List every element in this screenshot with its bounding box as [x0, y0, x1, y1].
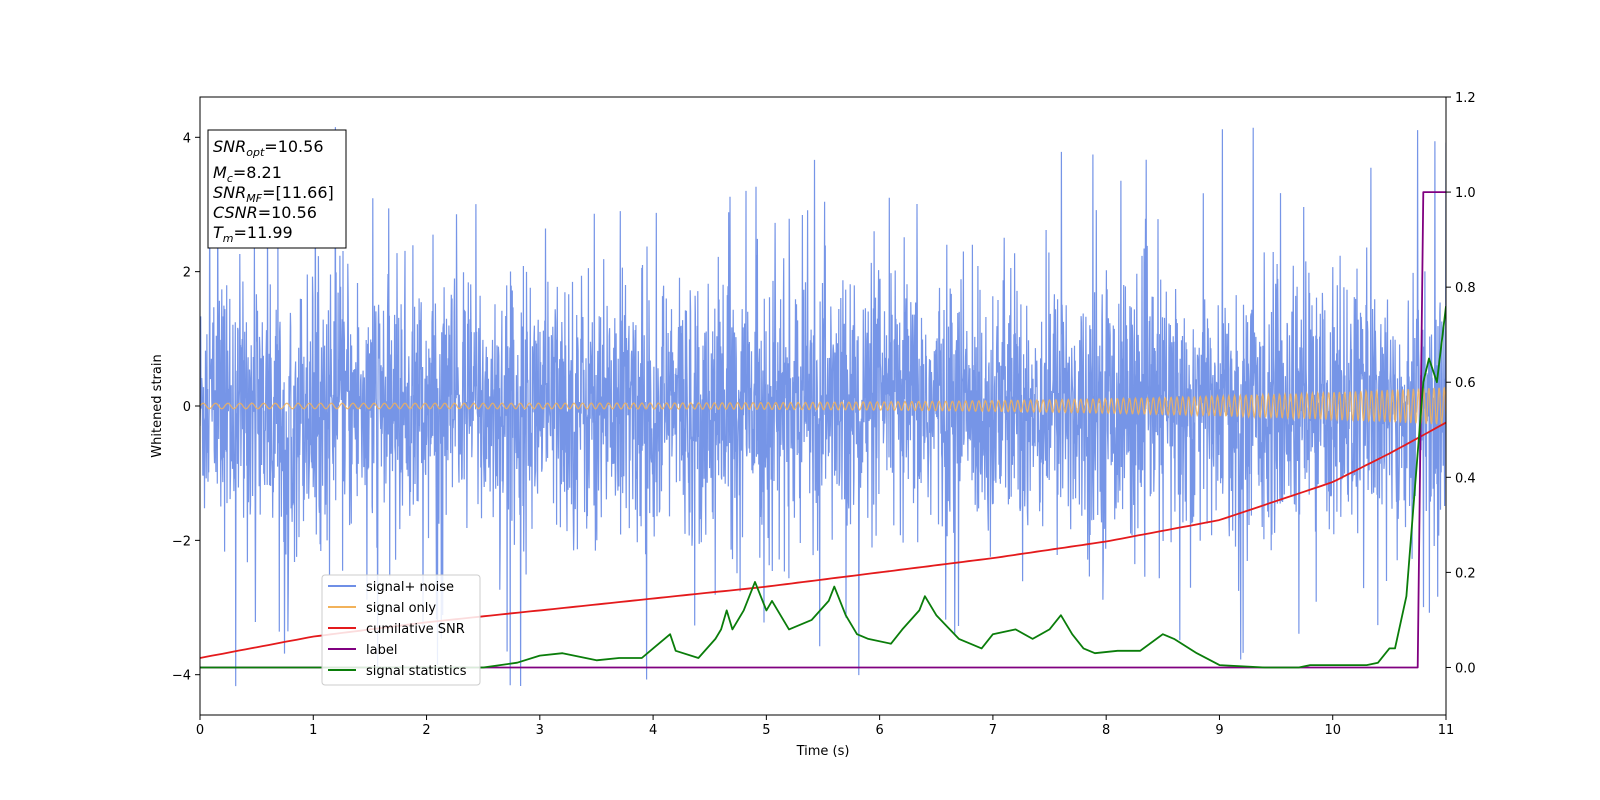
x-tick-label: 10: [1324, 723, 1341, 738]
y-left-tick-label: −2: [172, 534, 191, 549]
y-left-tick-label: 2: [183, 266, 191, 281]
y-axis-right: 1.2 1.0 0.8 0.6 0.4 0.2 0.0: [1446, 91, 1476, 676]
x-tick-label: 0: [196, 723, 204, 738]
y-right-tick-label: 1.2: [1455, 91, 1476, 106]
x-tick-label: 7: [989, 723, 997, 738]
legend-label-signal-statistics: signal statistics: [366, 664, 467, 679]
x-tick-label: 6: [875, 723, 883, 738]
label-line: [200, 191, 1446, 669]
y-left-tick-label: −4: [172, 669, 191, 684]
info-csnr: CSNR=10.56: [213, 203, 317, 222]
info-tm: Tm=11.99: [213, 223, 293, 245]
x-tick-label: 5: [762, 723, 770, 738]
y-left-tick-label: 4: [183, 131, 191, 146]
legend-label-signal-noise: signal+ noise: [366, 580, 454, 595]
x-tick-label: 3: [536, 723, 544, 738]
info-box: SNRopt=10.56 Mc=8.21 SNRMF=[11.66] CSNR=…: [207, 129, 347, 249]
y-axis-title: Whitened strain: [150, 354, 165, 457]
y-right-tick-label: 0.2: [1455, 566, 1476, 581]
signal-statistics-line: [200, 306, 1446, 669]
x-axis: 0 1 2 3 4 5 6 7 8 9 10 11: [196, 715, 1454, 738]
signal-only-line: [200, 386, 1446, 427]
info-mc: Mc=8.21: [213, 163, 282, 185]
y-right-tick-label: 0.4: [1455, 471, 1476, 486]
x-tick-label: 1: [309, 723, 317, 738]
signal-noise-line: [200, 127, 1446, 687]
y-axis-left: 4 2 0 −2 −4: [172, 131, 200, 684]
signal-only-series: [200, 386, 1446, 427]
y-left-tick-label: 0: [183, 400, 191, 415]
legend-label-label: label: [366, 643, 397, 658]
x-tick-label: 2: [422, 723, 430, 738]
info-snr-opt: SNRopt=10.56: [213, 137, 324, 159]
x-tick-label: 9: [1215, 723, 1223, 738]
x-tick-label: 11: [1438, 723, 1455, 738]
y-right-tick-label: 0.0: [1455, 661, 1476, 676]
y-right-tick-label: 0.8: [1455, 281, 1476, 296]
signal-plus-noise-series: [200, 127, 1446, 687]
x-tick-label: 4: [649, 723, 657, 738]
legend-label-signal-only: signal only: [366, 601, 436, 616]
x-tick-label: 8: [1102, 723, 1110, 738]
y-right-tick-label: 1.0: [1455, 186, 1476, 201]
legend: signal+ noise signal only cumilative SNR…: [321, 574, 481, 686]
info-snr-mf: SNRMF=[11.66]: [213, 183, 334, 205]
legend-label-cumulative-snr: cumilative SNR: [366, 622, 465, 637]
x-axis-title: Time (s): [796, 744, 850, 759]
y-right-tick-label: 0.6: [1455, 376, 1476, 391]
